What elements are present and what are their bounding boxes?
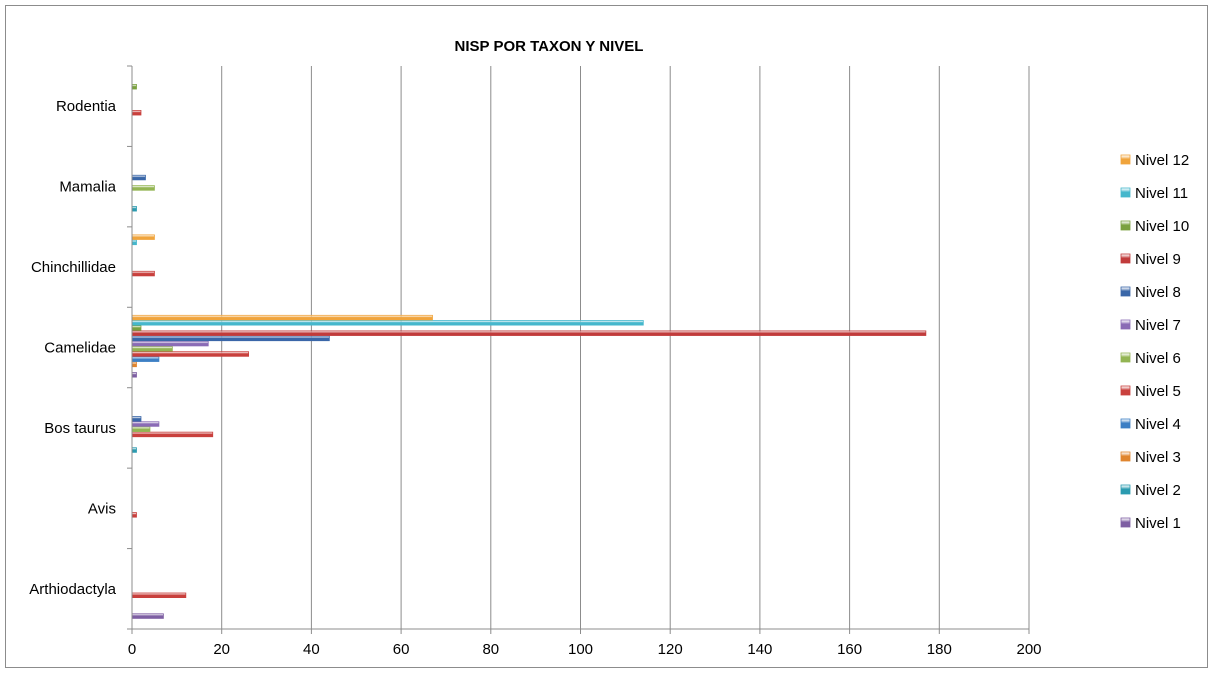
- x-tick-label-20: 20: [213, 641, 230, 658]
- bar-camelidae-nivel-7: [131, 340, 209, 347]
- bar-camelidae-nivel-10: [131, 325, 142, 331]
- legend-swatch-nivel-12: [1120, 154, 1131, 165]
- legend: Nivel 12 Nivel 11 Nivel 10 Nivel 9 Nivel 8 Ni…: [1120, 152, 1189, 532]
- legend-swatch-nivel-7: [1120, 319, 1131, 330]
- bar-camelidae-nivel-3: [131, 361, 137, 368]
- chart-title: NISP POR TAXON Y NIVEL: [455, 38, 644, 55]
- x-tick-label-160: 160: [837, 641, 862, 658]
- legend-swatch-nivel-1: [1120, 517, 1131, 528]
- legend-swatch-nivel-4: [1120, 418, 1131, 429]
- legend-swatch-nivel-11: [1120, 187, 1131, 198]
- bars: [131, 84, 927, 619]
- axes: [127, 65, 1030, 634]
- legend-label-nivel-9: Nivel 9: [1135, 251, 1181, 268]
- bar-bos-taurus-nivel-2: [131, 447, 137, 453]
- legend-label-nivel-5: Nivel 5: [1135, 383, 1181, 400]
- bar-mamalia-nivel-6: [131, 185, 155, 191]
- bar-chart: NISP POR TAXON Y NIVEL 0 20 40 60 80 100 120 14…: [29, 38, 1189, 658]
- legend-label-nivel-1: Nivel 1: [1135, 515, 1181, 532]
- category-labels: Arthiodactyla Avis Bos taurus Camelidae Chin…: [29, 98, 116, 598]
- legend-label-nivel-8: Nivel 8: [1135, 284, 1181, 301]
- bar-chinchillidae-nivel-12: [131, 234, 155, 240]
- x-tick-label-100: 100: [568, 641, 593, 658]
- bar-avis-nivel-5: [131, 512, 137, 518]
- bar-rodentia-nivel-5: [131, 110, 142, 116]
- legend-label-nivel-6: Nivel 6: [1135, 350, 1181, 367]
- bar-arthiodactyla-nivel-1: [131, 613, 164, 619]
- bar-mamalia-nivel-8: [131, 174, 146, 181]
- legend-swatch-nivel-2: [1120, 484, 1131, 495]
- category-label-chinchillidae: Chinchillidae: [31, 259, 116, 276]
- category-label-camelidae: Camelidae: [44, 340, 116, 357]
- bar-camelidae-nivel-11: [131, 320, 644, 326]
- category-label-arthiodactyla: Arthiodactyla: [29, 581, 116, 598]
- bar-rodentia-nivel-10: [131, 84, 137, 90]
- chart-frame: NISP POR TAXON Y NIVEL 0 20 40 60 80 100 120 14…: [5, 5, 1208, 668]
- legend-label-nivel-4: Nivel 4: [1135, 416, 1181, 433]
- x-tick-label-80: 80: [482, 641, 499, 658]
- x-tick-label-40: 40: [303, 641, 320, 658]
- bar-camelidae-nivel-8: [131, 335, 330, 342]
- x-tick-label-0: 0: [128, 641, 136, 658]
- category-label-rodentia: Rodentia: [56, 98, 117, 115]
- bar-chinchillidae-nivel-5: [131, 270, 155, 277]
- category-label-bos-taurus: Bos taurus: [44, 420, 116, 437]
- legend-swatch-nivel-9: [1120, 253, 1131, 264]
- x-tick-labels: 0 20 40 60 80 100 120 140 160 180 200: [128, 641, 1042, 658]
- bar-camelidae-nivel-6: [131, 346, 173, 352]
- category-label-avis: Avis: [88, 500, 116, 517]
- x-tick-label-180: 180: [927, 641, 952, 658]
- bar-bos-taurus-nivel-6: [131, 426, 151, 432]
- legend-label-nivel-10: Nivel 10: [1135, 218, 1189, 235]
- x-tick-label-140: 140: [747, 641, 772, 658]
- bar-camelidae-nivel-5: [131, 351, 250, 357]
- bar-camelidae-nivel-1: [131, 372, 137, 378]
- x-tick-label-60: 60: [393, 641, 410, 658]
- bar-chinchillidae-nivel-11: [131, 239, 137, 246]
- bar-camelidae-nivel-12: [131, 314, 433, 321]
- bar-camelidae-nivel-9: [131, 330, 927, 336]
- bar-bos-taurus-nivel-8: [131, 416, 142, 422]
- legend-swatch-nivel-6: [1120, 352, 1131, 363]
- x-tick-label-200: 200: [1016, 641, 1041, 658]
- x-tick-label-120: 120: [658, 641, 683, 658]
- bar-bos-taurus-nivel-7: [131, 421, 160, 427]
- legend-label-nivel-11: Nivel 11: [1135, 185, 1188, 202]
- legend-label-nivel-7: Nivel 7: [1135, 317, 1181, 334]
- legend-label-nivel-2: Nivel 2: [1135, 482, 1181, 499]
- gridlines: [221, 66, 1030, 629]
- legend-swatch-nivel-10: [1120, 220, 1131, 231]
- bar-mamalia-nivel-2: [131, 206, 137, 212]
- legend-swatch-nivel-8: [1120, 286, 1131, 297]
- bar-arthiodactyla-nivel-5: [131, 592, 187, 598]
- category-label-mamalia: Mamalia: [59, 179, 116, 196]
- legend-swatch-nivel-5: [1120, 385, 1131, 396]
- legend-label-nivel-3: Nivel 3: [1135, 449, 1181, 466]
- legend-swatch-nivel-3: [1120, 451, 1131, 462]
- bar-camelidae-nivel-4: [131, 356, 160, 362]
- legend-label-nivel-12: Nivel 12: [1135, 152, 1189, 169]
- bar-bos-taurus-nivel-5: [131, 431, 214, 438]
